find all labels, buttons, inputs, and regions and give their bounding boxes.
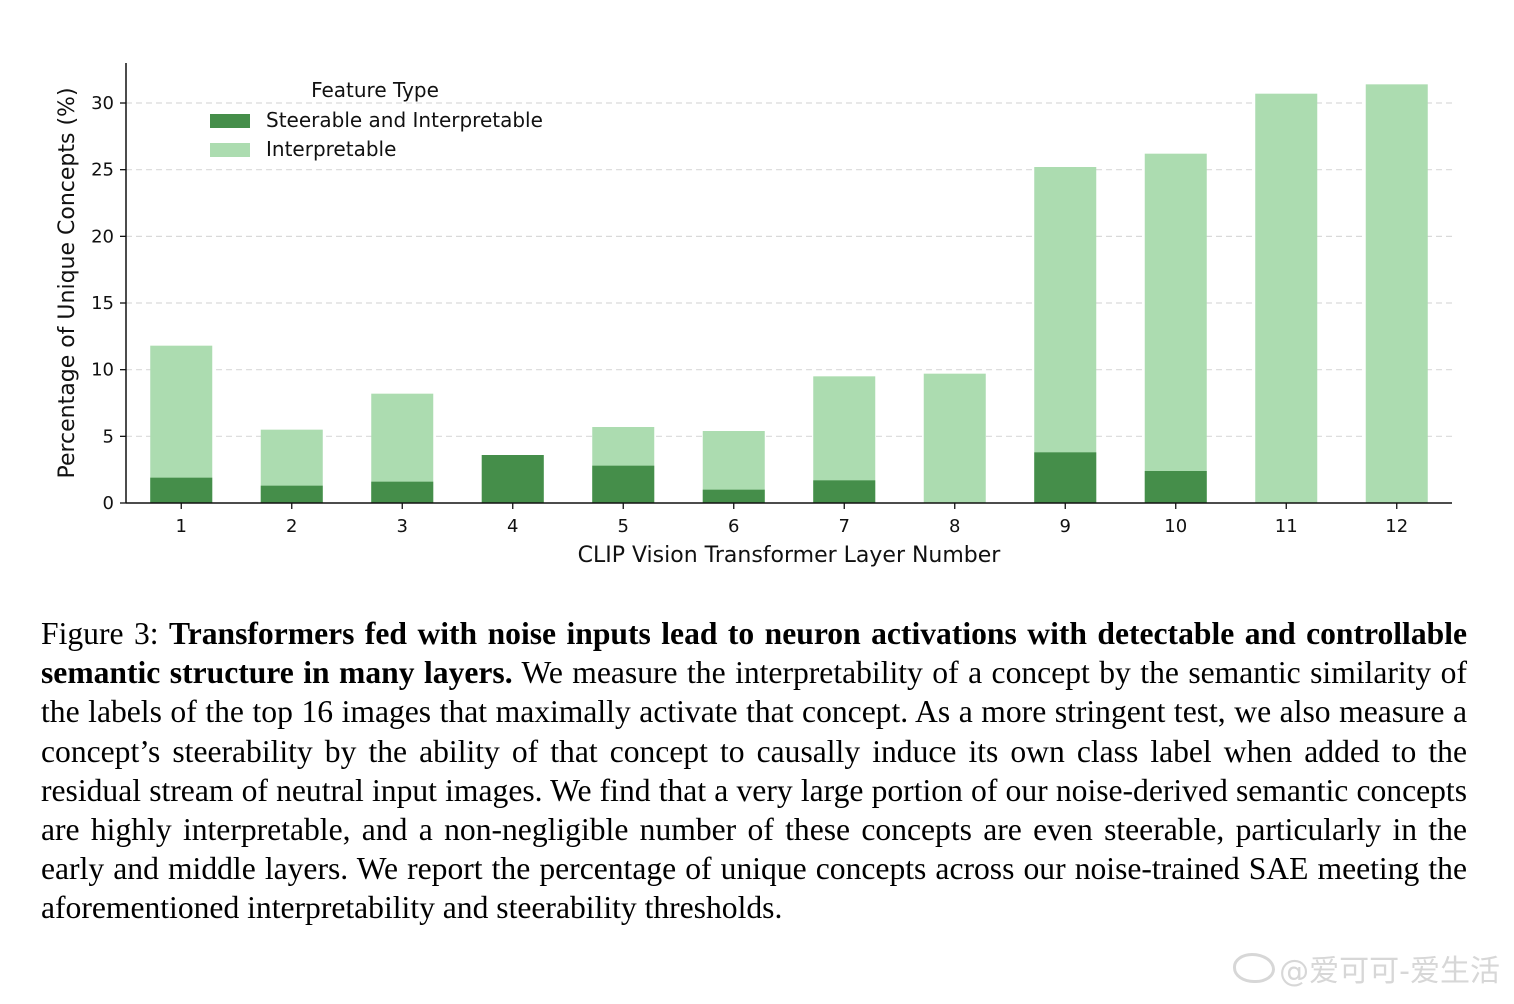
bar-steerable [1034, 452, 1097, 503]
bar-steerable [481, 455, 544, 503]
watermark: @爱可可-爱生活 [1233, 946, 1500, 990]
y-tick-label: 15 [91, 293, 114, 314]
legend-label-interpretable: Interpretable [266, 137, 396, 161]
bar-steerable [260, 485, 323, 503]
legend-swatch-steerable [210, 114, 250, 128]
caption-bold: Transformers fed with noise inputs lead … [41, 616, 1467, 691]
x-tick-label: 5 [618, 516, 629, 537]
x-tick-label: 9 [1060, 516, 1071, 537]
legend-title: Feature Type [311, 78, 439, 102]
x-axis-label: CLIP Vision Transformer Layer Number [578, 543, 1002, 568]
x-tick-label: 3 [397, 516, 408, 537]
y-tick-label: 5 [103, 426, 114, 447]
watermark-text: @爱可可-爱生活 [1279, 954, 1500, 989]
legend-label-steerable: Steerable and Interpretable [266, 108, 543, 132]
bar-steerable [592, 465, 655, 503]
x-tick-label: 12 [1385, 516, 1408, 537]
x-tick-label: 2 [286, 516, 297, 537]
axes [125, 63, 1452, 504]
x-tick-label: 7 [839, 516, 850, 537]
x-ticks: 1 2 3 4 5 6 7 8 9 10 11 12 [176, 503, 1408, 537]
bar-interpretable [1255, 93, 1318, 503]
bar-interpretable [1144, 153, 1207, 503]
y-tick-label: 20 [91, 226, 114, 247]
y-tick-label: 10 [91, 360, 114, 381]
y-axis-label: Percentage of Unique Concepts (%) [55, 87, 80, 478]
caption-text: We measure the interpretability of a con… [41, 655, 1467, 926]
bar-steerable [813, 480, 876, 503]
caption-label: Figure 3: [41, 616, 159, 651]
bar-steerable [702, 489, 765, 503]
bar-interpretable [923, 373, 986, 503]
bar-steerable [1144, 471, 1207, 503]
y-ticks: 0 5 10 15 20 25 30 [91, 93, 126, 514]
legend-swatch-interpretable [210, 143, 250, 157]
y-tick-label: 30 [91, 93, 114, 114]
bar-steerable [150, 477, 213, 503]
bars [150, 84, 1428, 503]
bar-interpretable [1034, 167, 1097, 503]
y-tick-label: 0 [103, 493, 114, 514]
bar-steerable [371, 481, 434, 503]
x-tick-label: 6 [728, 516, 739, 537]
bar-interpretable [150, 345, 213, 503]
y-tick-label: 25 [91, 160, 114, 181]
x-tick-label: 4 [507, 516, 518, 537]
x-tick-label: 8 [949, 516, 960, 537]
bar-interpretable [1365, 84, 1428, 503]
x-tick-label: 10 [1164, 516, 1187, 537]
x-tick-label: 1 [176, 516, 187, 537]
weibo-icon [1233, 953, 1276, 983]
x-tick-label: 11 [1275, 516, 1298, 537]
gridlines [126, 102, 1452, 437]
figure-caption: Figure 3: Transformers fed with noise in… [41, 614, 1467, 928]
legend: Feature Type Steerable and Interpretable… [210, 78, 543, 161]
